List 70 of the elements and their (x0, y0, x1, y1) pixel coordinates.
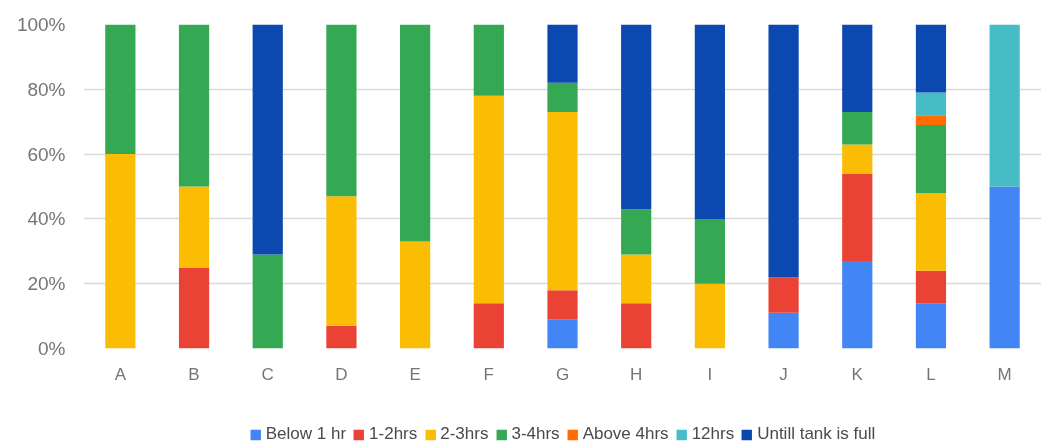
y-tick-label: 60% (27, 143, 66, 165)
bar (547, 290, 578, 320)
bar (326, 196, 357, 326)
bar (915, 303, 947, 349)
bar (621, 303, 652, 349)
x-tick-label: I (707, 364, 713, 384)
bar (547, 111, 578, 291)
bar (178, 186, 210, 268)
bar (842, 261, 873, 349)
x-tick-label: C (261, 364, 274, 384)
bar (842, 111, 873, 145)
bar (694, 218, 725, 284)
bar (105, 24, 136, 155)
x-tick-label: K (851, 364, 864, 384)
bar (621, 24, 652, 210)
y-tick-label: 40% (27, 208, 66, 230)
bar (473, 95, 504, 304)
bar (547, 82, 578, 112)
x-tick-label: M (997, 364, 1012, 384)
bar (768, 277, 799, 313)
bar (178, 267, 210, 349)
bar (915, 270, 947, 304)
bar (694, 24, 725, 219)
bar (915, 24, 947, 93)
legend-label: Untill tank is full (757, 424, 876, 444)
bar (768, 312, 799, 349)
legend-label: Above 4hrs (582, 424, 669, 444)
bar (915, 92, 947, 116)
bar (473, 303, 504, 349)
bar (547, 319, 578, 349)
x-tick-label: L (926, 364, 936, 384)
legend-label: Below 1 hr (265, 424, 347, 444)
x-tick-label: D (335, 364, 348, 384)
y-tick-label: 100% (16, 14, 66, 35)
bar (768, 24, 799, 278)
x-tick-label: J (779, 364, 788, 384)
bar (547, 24, 578, 83)
y-tick-label: 0% (38, 338, 66, 359)
bar (915, 192, 947, 271)
bar (842, 144, 873, 174)
legend-label: 2-3hrs (440, 424, 489, 444)
x-tick-label: A (114, 364, 127, 384)
bar (621, 209, 652, 255)
bar (842, 24, 873, 112)
bar (621, 254, 652, 304)
bar (989, 186, 1020, 349)
bar (694, 283, 725, 349)
y-tick-label: 80% (27, 78, 66, 100)
bar (252, 24, 283, 255)
bar (252, 254, 283, 349)
bar (989, 24, 1020, 187)
bar (400, 241, 431, 349)
bar (400, 24, 431, 242)
legend-label: 3-4hrs (511, 424, 560, 444)
x-tick-label: G (555, 364, 570, 384)
bar (178, 24, 210, 187)
x-tick-label: B (188, 364, 200, 384)
bar (326, 325, 357, 349)
legend-label: 1-2hrs (369, 424, 418, 444)
bar (842, 173, 873, 262)
bar (915, 115, 947, 125)
bar (473, 24, 504, 96)
x-tick-label: E (409, 364, 421, 384)
x-tick-label: H (630, 364, 643, 384)
bar (326, 24, 357, 197)
y-tick-label: 20% (27, 273, 66, 295)
x-tick-label: F (483, 364, 495, 384)
bar (105, 154, 136, 349)
legend-label: 12hrs (691, 424, 735, 444)
bar (915, 124, 947, 193)
